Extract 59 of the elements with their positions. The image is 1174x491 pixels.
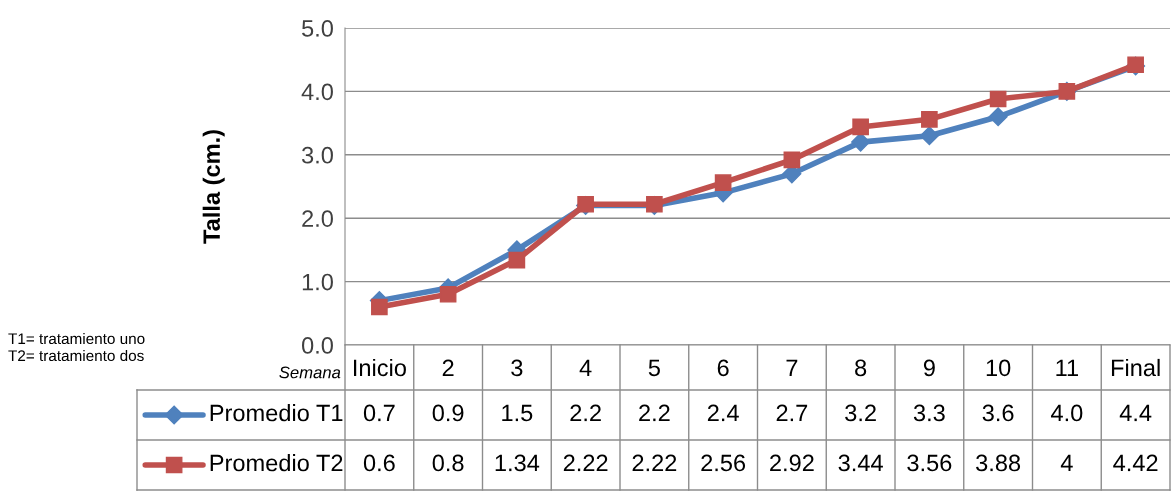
point bbox=[783, 151, 801, 169]
data-label: 2.2 bbox=[639, 404, 670, 422]
data-label: 1.34 bbox=[495, 454, 540, 472]
data-label: 0.6 bbox=[363, 454, 395, 472]
data-label: 2.92 bbox=[770, 454, 814, 472]
data-label: 2.4 bbox=[707, 404, 739, 422]
data-label: 1.5 bbox=[502, 404, 533, 422]
text: T1= tratamiento uno bbox=[8, 332, 145, 345]
data-label: 3.88 bbox=[976, 454, 1021, 472]
point bbox=[852, 118, 869, 136]
y-tick-label: 1.0 bbox=[302, 273, 333, 291]
x-tick-label: 2 bbox=[442, 359, 454, 376]
data-label: 3.3 bbox=[913, 404, 945, 422]
data-label: 2.56 bbox=[701, 454, 746, 472]
x-tick-label: 11 bbox=[1056, 359, 1078, 376]
data-label: 3.2 bbox=[845, 404, 876, 422]
data-label: 4.42 bbox=[1113, 454, 1158, 472]
x-tick-label: Final bbox=[1111, 358, 1160, 377]
x-tick-label: 9 bbox=[923, 359, 935, 377]
x-tick-label: 3 bbox=[511, 359, 523, 377]
point bbox=[439, 285, 457, 303]
data-label: 2.7 bbox=[776, 404, 808, 422]
y-tick-label: 2.0 bbox=[302, 210, 333, 227]
x-tick-label: 4 bbox=[579, 359, 592, 376]
data-label: 2.2 bbox=[570, 404, 601, 422]
y-tick-label: 3.0 bbox=[301, 146, 333, 164]
point bbox=[371, 298, 388, 316]
point bbox=[851, 132, 871, 152]
y-axis-title: Talla (cm.) bbox=[202, 130, 225, 244]
x-tick-label: 8 bbox=[855, 359, 867, 377]
x-tick-label: Inicio bbox=[354, 358, 406, 377]
point bbox=[508, 251, 526, 269]
data-label: 4 bbox=[1060, 454, 1073, 472]
data-label: 2.22 bbox=[632, 454, 677, 472]
x-tick-label: 5 bbox=[648, 359, 660, 377]
data-label: 0.8 bbox=[432, 454, 464, 472]
data-label: 3.44 bbox=[838, 454, 883, 472]
x-tick-label: 7 bbox=[786, 359, 798, 376]
data-label: 0.9 bbox=[432, 404, 464, 422]
point bbox=[919, 126, 939, 146]
y-tick-label: 0.0 bbox=[301, 337, 333, 354]
data-label: 4.4 bbox=[1119, 404, 1152, 422]
text: T2= tratamiento dos bbox=[8, 349, 144, 362]
data-label: 4.0 bbox=[1051, 404, 1083, 422]
x-tick-label: 10 bbox=[986, 359, 1011, 377]
x-tick-label: 6 bbox=[717, 359, 729, 377]
legend-label: Promedio T1 bbox=[210, 403, 343, 422]
x-axis-title: Semana bbox=[279, 366, 341, 379]
y-tick-label: 4.0 bbox=[301, 83, 333, 101]
legend-label: Promedio T2 bbox=[210, 453, 343, 472]
point bbox=[921, 110, 938, 128]
data-label: 3.6 bbox=[982, 404, 1014, 422]
point bbox=[714, 174, 732, 192]
data-label: 2.22 bbox=[563, 454, 608, 472]
y-tick-label: 5.0 bbox=[302, 20, 333, 37]
data-label: 3.56 bbox=[907, 454, 952, 472]
point bbox=[989, 90, 1007, 108]
data-label: 0.7 bbox=[363, 404, 395, 422]
point bbox=[988, 107, 1008, 127]
